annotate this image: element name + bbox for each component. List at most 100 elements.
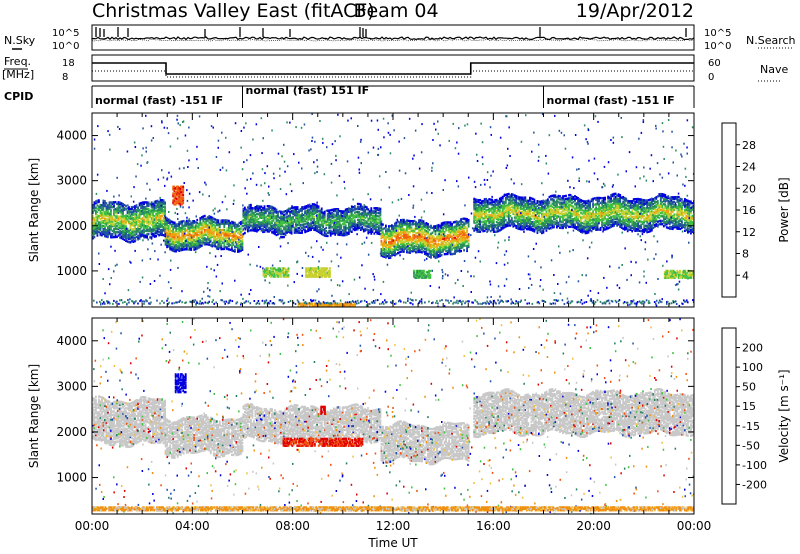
heatmap-cell	[125, 233, 127, 236]
heatmap-cell	[164, 211, 166, 214]
heatmap-cell	[413, 222, 416, 226]
heatmap-cell	[153, 235, 156, 238]
heatmap-cell	[152, 220, 154, 223]
heatmap-cell	[572, 226, 575, 229]
heatmap-cell	[371, 216, 374, 219]
heatmap-cell	[556, 202, 558, 205]
heatmap-cell	[147, 217, 150, 220]
heatmap-cell	[296, 220, 299, 223]
heatmap-cell	[569, 212, 572, 216]
heatmap-cell	[373, 227, 376, 230]
heatmap-cell	[437, 255, 440, 258]
heatmap-cell	[418, 249, 420, 252]
heatmap-cell	[541, 208, 543, 211]
heatmap-cell	[373, 216, 376, 219]
heatmap-cell	[113, 228, 115, 231]
heatmap-cell	[406, 250, 408, 254]
heatmap-cell	[589, 229, 591, 232]
heatmap-cell	[320, 221, 323, 225]
heatmap-cell	[419, 246, 422, 249]
heatmap-cell	[307, 229, 309, 232]
heatmap-cell	[322, 214, 325, 218]
heatmap-cell	[308, 213, 311, 216]
heatmap-cell	[422, 242, 425, 245]
heatmap-cell	[247, 220, 249, 223]
heatmap-cell	[250, 214, 252, 218]
heatmap-cell	[557, 194, 560, 198]
heatmap-cell	[580, 206, 582, 210]
heatmap-cell	[299, 209, 302, 212]
heatmap-cell	[164, 241, 167, 245]
heatmap-cell	[500, 212, 503, 215]
heatmap-cell	[108, 231, 111, 234]
heatmap-cell	[538, 220, 540, 224]
heatmap-cell	[206, 232, 209, 235]
heatmap-cell	[269, 221, 272, 224]
heatmap-cell	[560, 211, 563, 214]
heatmap-cell	[116, 221, 118, 224]
heatmap-cell	[241, 243, 244, 247]
heatmap-cell	[132, 235, 135, 239]
heatmap-cell	[134, 236, 136, 240]
heatmap-cell	[202, 223, 205, 226]
heatmap-cell	[419, 220, 422, 224]
heatmap-cell	[256, 219, 258, 222]
heatmap-cell	[113, 223, 115, 226]
heatmap-cell	[162, 227, 165, 231]
heatmap-cell	[296, 212, 299, 215]
heatmap-cell	[427, 242, 429, 245]
heatmap-cell	[389, 243, 392, 247]
heatmap-cell	[353, 219, 356, 222]
heatmap-cell	[218, 241, 221, 244]
heatmap-cell	[307, 212, 309, 215]
heatmap-cell	[581, 204, 584, 207]
heatmap-cell	[401, 240, 404, 244]
heatmap-cell	[562, 201, 564, 204]
heatmap-cell	[359, 219, 362, 222]
heatmap-cell	[247, 211, 249, 214]
heatmap-cell	[215, 231, 218, 234]
heatmap-cell	[262, 221, 264, 224]
heatmap-cell	[460, 227, 462, 231]
heatmap-cell	[134, 225, 136, 228]
heatmap-cell	[349, 223, 352, 227]
heatmap-cell	[419, 244, 422, 247]
heatmap-cell	[116, 224, 118, 228]
heatmap-cell	[169, 219, 172, 222]
heatmap-cell	[451, 226, 453, 229]
heatmap-cell	[190, 223, 193, 226]
heatmap-cell	[518, 204, 521, 207]
heatmap-cell	[158, 202, 160, 205]
heatmap-cell	[572, 218, 575, 221]
heatmap-cell	[120, 235, 123, 238]
heatmap-cell	[221, 247, 224, 251]
heatmap-cell	[545, 219, 548, 223]
heatmap-cell	[250, 205, 252, 208]
heatmap-cell	[455, 245, 458, 248]
heatmap-cell	[483, 226, 486, 229]
heatmap-cell	[308, 214, 311, 218]
heatmap-cell	[572, 196, 575, 199]
heatmap-cell	[349, 217, 352, 220]
heatmap-cell	[289, 207, 291, 210]
heatmap-cell	[457, 229, 459, 232]
heatmap-cell	[117, 204, 120, 207]
heatmap-cell	[129, 217, 132, 220]
heatmap-cell	[274, 223, 276, 226]
heatmap-cell	[379, 214, 382, 217]
heatmap-cell	[437, 234, 440, 238]
heatmap-cell	[347, 231, 350, 234]
freq-panel-frame	[91, 54, 695, 82]
heatmap-cell	[409, 249, 411, 253]
heatmap-cell	[418, 219, 420, 222]
heatmap-power	[92, 113, 694, 307]
heatmap-cell	[320, 229, 323, 232]
heatmap-cell	[536, 220, 539, 223]
heatmap-cell	[257, 205, 260, 208]
heatmap-cell	[488, 202, 491, 206]
heatmap-cell	[307, 213, 309, 217]
heatmap-cell	[343, 218, 346, 221]
heatmap-cell	[123, 222, 126, 226]
heatmap-cell	[116, 210, 118, 213]
heatmap-cell	[150, 236, 153, 239]
